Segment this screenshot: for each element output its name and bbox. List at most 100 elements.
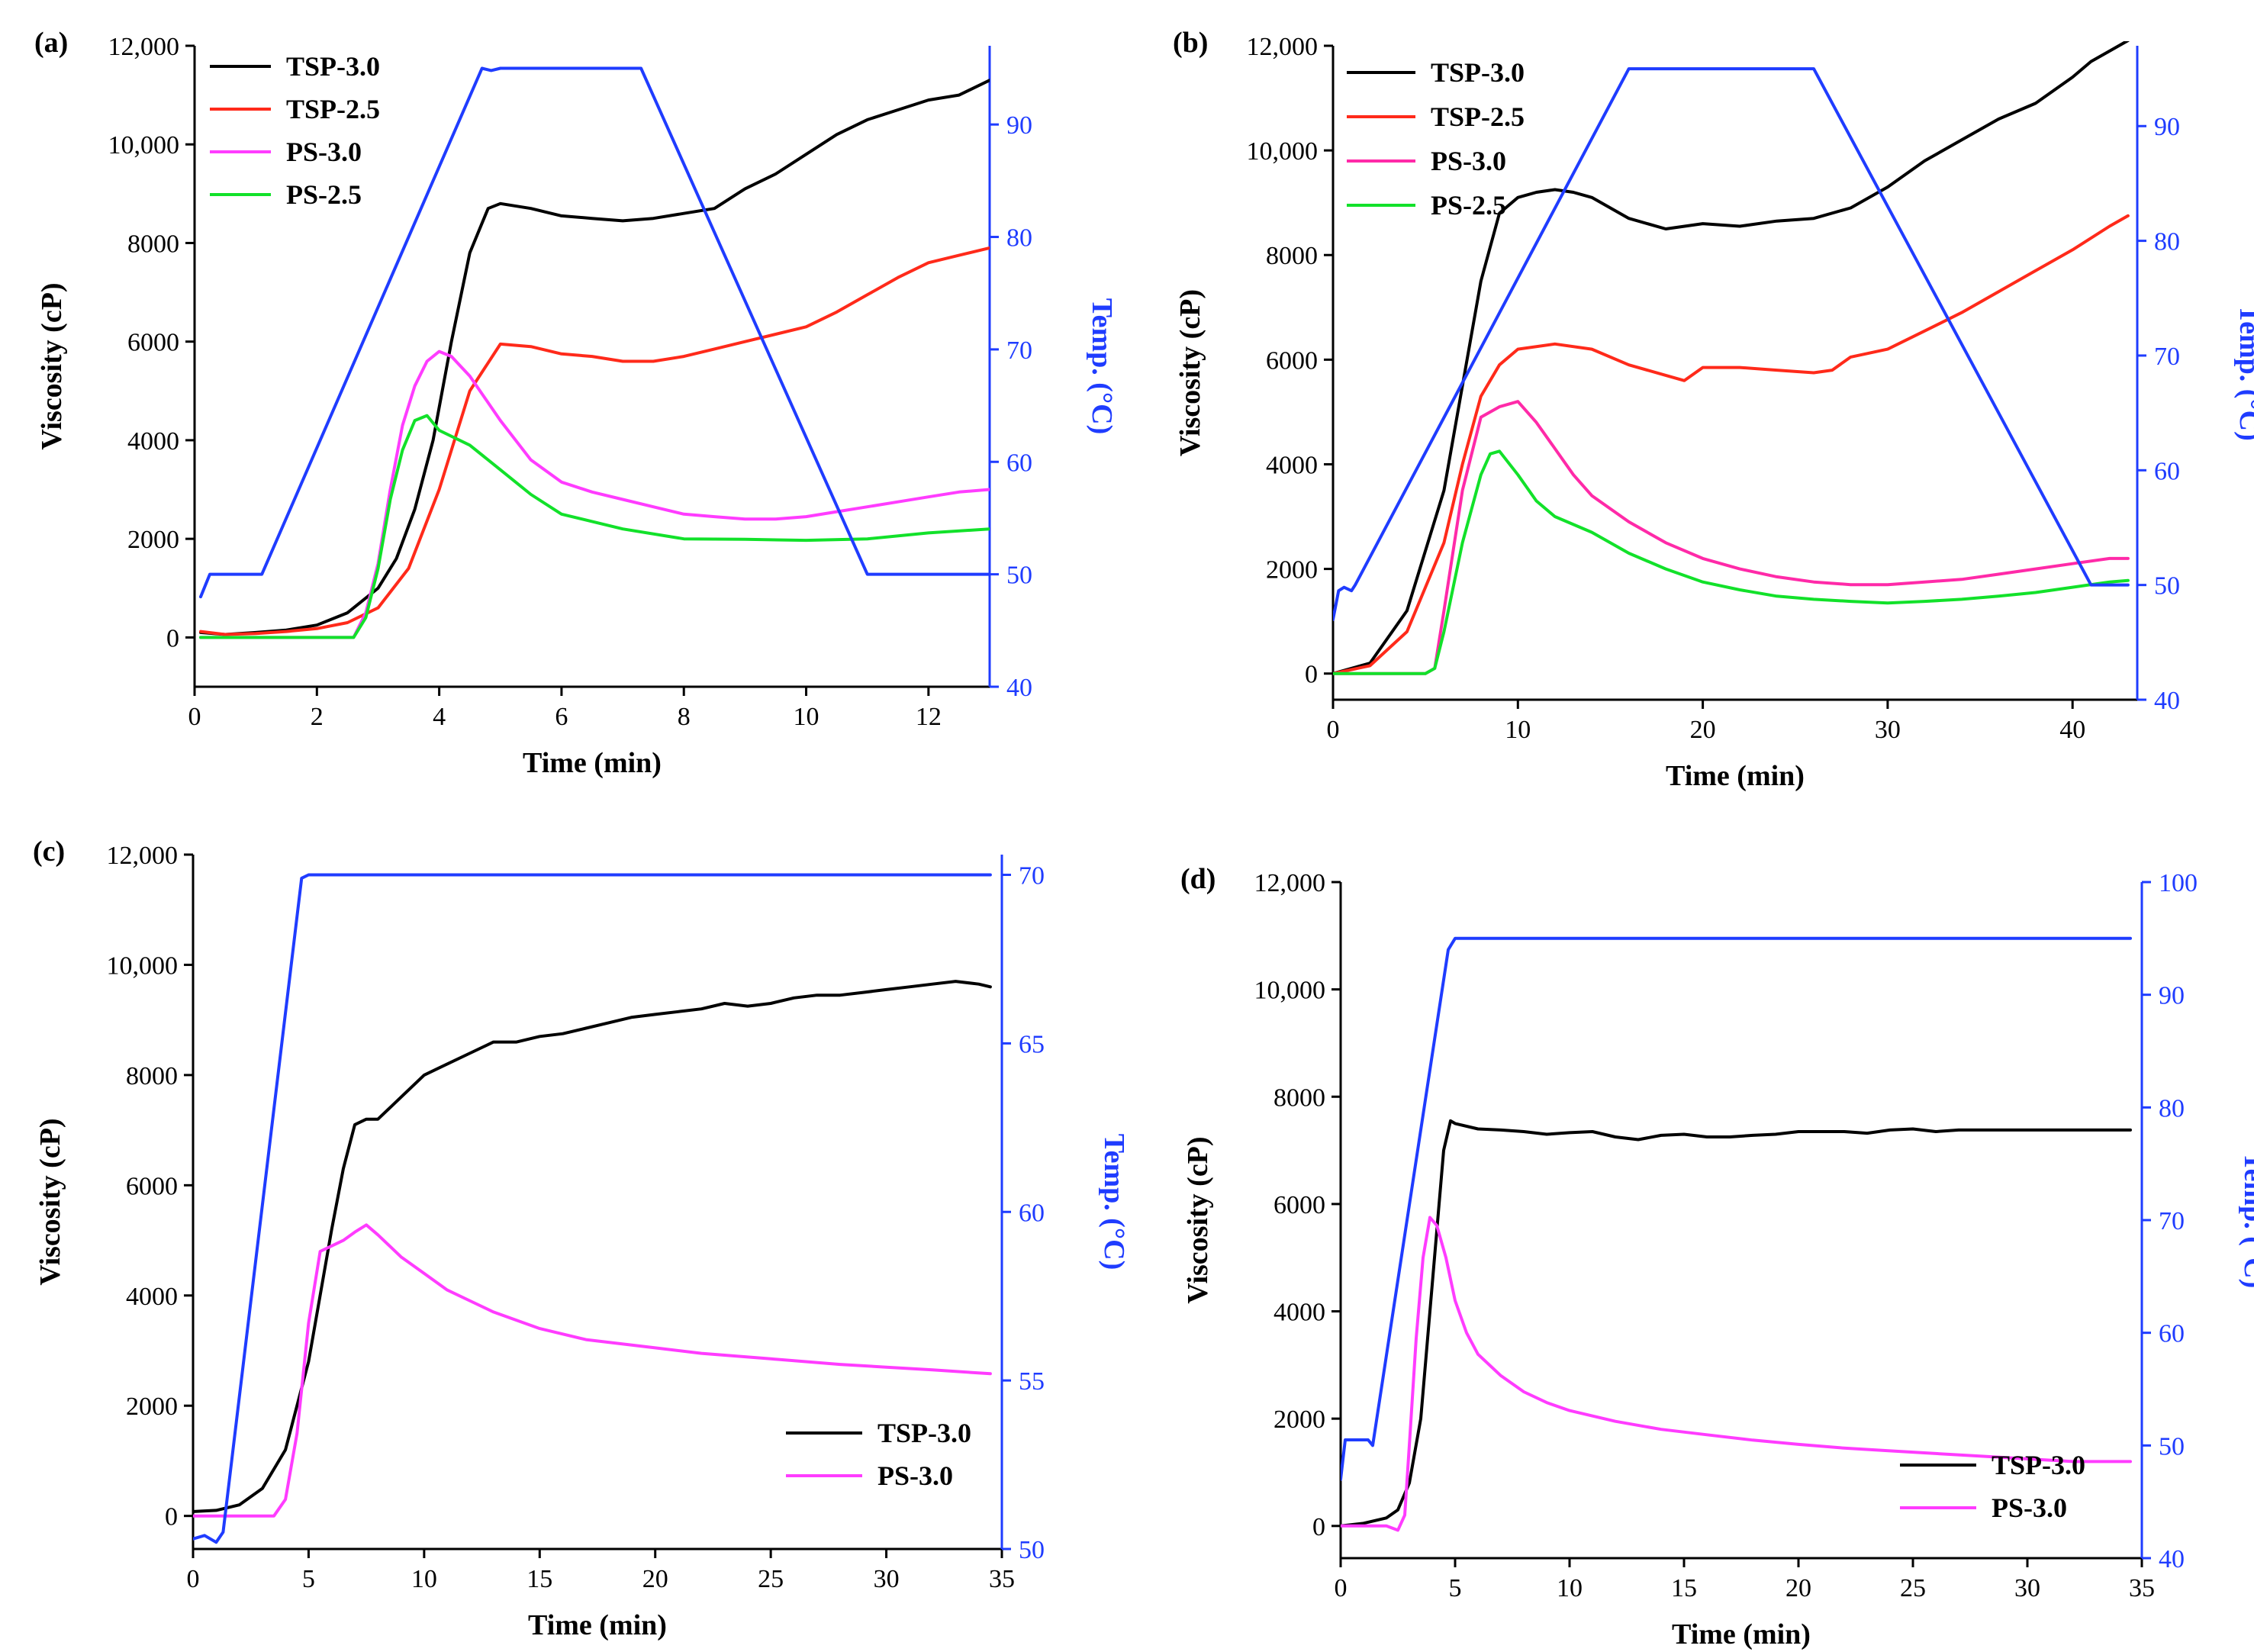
legend: TSP-3.0 TSP-2.5 PS-3.0 PS-2.5 <box>1347 57 1525 221</box>
panel-label: (a) <box>34 27 68 59</box>
y2-tick-label: 40 <box>2159 1545 2185 1573</box>
y-axis-label: Viscosity (cP) <box>1174 289 1206 456</box>
x-tick-label: 5 <box>302 1565 315 1593</box>
series-line-tsp-3-0 <box>1333 41 2130 675</box>
x-tick-label: 30 <box>874 1565 900 1593</box>
series-line-temp <box>1333 67 2130 621</box>
y2-axis-label: Temp. (°C) <box>2233 304 2254 440</box>
y2-tick-label: 70 <box>2159 1207 2185 1235</box>
panel-d: 0 5 10 15 20 25 30 35 0 2000 4000 6000 8000 10,000 12,… <box>1180 863 2254 1650</box>
y-axis-label: Viscosity (cP) <box>34 1118 66 1285</box>
y-tick-label: 10,000 <box>1247 137 1319 166</box>
series-line-tsp-3-0 <box>1341 1119 2132 1528</box>
x-tick-label: 0 <box>1327 716 1340 744</box>
y-tick-label: 2000 <box>127 526 179 554</box>
y2-tick-label: 70 <box>1006 337 1032 365</box>
x-tick-label: 20 <box>1690 716 1716 744</box>
panel-b: 0 10 20 30 40 0 2000 4000 6000 8000 10,000 12,000 40… <box>1173 27 2254 792</box>
legend-label: PS-2.5 <box>1431 190 1506 221</box>
y-tick-label: 6000 <box>1274 1191 1325 1219</box>
legend: TSP-3.0 PS-3.0 <box>786 1418 971 1491</box>
x-tick-label: 20 <box>642 1565 668 1593</box>
x-tick-label: 5 <box>1449 1574 1462 1602</box>
x-tick-label: 8 <box>678 703 691 731</box>
y2-tick-label: 40 <box>1006 674 1032 702</box>
x-tick-label: 10 <box>1505 716 1531 744</box>
panel-a: 0 2 4 6 8 10 12 0 2000 4000 6000 8000 10,000 12,000 40… <box>34 27 1118 779</box>
y-tick-label: 4000 <box>127 427 179 456</box>
y2-tick-label: 40 <box>2154 687 2180 715</box>
series-line-tsp-3-0 <box>193 980 992 1513</box>
x-tick-label: 30 <box>2014 1574 2040 1602</box>
y2-tick-label: 70 <box>1019 862 1045 890</box>
series-group <box>1333 41 2130 675</box>
x-tick-label: 20 <box>1785 1574 1811 1602</box>
x-tick-label: 15 <box>526 1565 552 1593</box>
x-axis-label: Time (min) <box>1672 1618 1811 1650</box>
y-tick-label: 6000 <box>127 329 179 357</box>
y2-tick-label: 50 <box>2159 1432 2185 1460</box>
y-tick-label: 2000 <box>126 1393 178 1421</box>
x-tick-label: 6 <box>555 703 568 731</box>
y-tick-label: 4000 <box>1274 1299 1325 1327</box>
series-group <box>199 66 990 639</box>
panel-label: (d) <box>1180 863 1216 895</box>
y-tick-label: 0 <box>165 1503 178 1531</box>
legend: TSP-3.0 PS-3.0 <box>1900 1450 2085 1523</box>
x-tick-label: 35 <box>2129 1574 2155 1602</box>
y-tick-label: 2000 <box>1266 556 1318 584</box>
legend-label: TSP-3.0 <box>1431 57 1525 88</box>
y2-axis-label: Temp. (°C) <box>2238 1152 2254 1288</box>
series-line-tsp-2-5 <box>1333 214 2130 675</box>
series-line-temp <box>193 873 992 1544</box>
y-tick-label: 12,000 <box>1254 869 1326 897</box>
y-tick-label: 8000 <box>127 230 179 258</box>
legend-label: TSP-3.0 <box>286 51 380 82</box>
series-line-tsp-3-0 <box>199 79 990 636</box>
x-tick-label: 0 <box>187 1565 200 1593</box>
panel-c: 0 5 10 15 20 25 30 35 0 2000 4000 6000 8000 10,000 12,… <box>33 836 1130 1641</box>
y2-axis-label: Temp. (°C) <box>1086 298 1118 434</box>
y2-tick-label: 50 <box>1006 562 1032 590</box>
series-line-ps-3-0 <box>193 1223 992 1518</box>
y-tick-label: 2000 <box>1274 1406 1325 1434</box>
y-tick-label: 6000 <box>126 1172 178 1200</box>
y-tick-label: 4000 <box>126 1283 178 1311</box>
y2-tick-label: 55 <box>1019 1367 1045 1396</box>
legend-label: TSP-3.0 <box>877 1418 971 1448</box>
y2-tick-label: 70 <box>2154 343 2180 371</box>
y-tick-label: 0 <box>1312 1513 1325 1541</box>
y2-tick-label: 50 <box>1019 1536 1045 1564</box>
legend-label: PS-2.5 <box>286 179 362 210</box>
y2-tick-label: 90 <box>2159 982 2185 1010</box>
x-axis-label: Time (min) <box>528 1609 667 1641</box>
y-tick-label: 0 <box>166 624 179 652</box>
series-line-ps-2-5 <box>199 414 990 639</box>
legend-label: TSP-2.5 <box>1431 101 1525 132</box>
series-line-tsp-2-5 <box>199 246 990 636</box>
x-tick-label: 35 <box>989 1565 1015 1593</box>
y2-tick-label: 50 <box>2154 572 2180 601</box>
series-group <box>193 873 992 1544</box>
y2-tick-label: 65 <box>1019 1030 1045 1058</box>
y-tick-label: 10,000 <box>108 131 180 159</box>
series-line-ps-3-0 <box>1333 400 2130 675</box>
y2-tick-label: 60 <box>2154 457 2180 485</box>
x-tick-label: 0 <box>188 703 201 731</box>
series-line-temp <box>1341 936 2132 1481</box>
panel-label: (b) <box>1173 27 1208 59</box>
x-axis-label: Time (min) <box>1666 760 1805 792</box>
legend-label: TSP-3.0 <box>1992 1450 2085 1480</box>
legend-label: PS-3.0 <box>286 137 362 167</box>
x-tick-label: 30 <box>1875 716 1901 744</box>
legend-label: TSP-2.5 <box>286 94 380 124</box>
x-tick-label: 12 <box>916 703 942 731</box>
y-axis-label: Viscosity (cP) <box>36 282 68 449</box>
y-tick-label: 10,000 <box>1254 977 1326 1005</box>
legend-label: PS-3.0 <box>1992 1493 2067 1523</box>
y2-tick-label: 80 <box>2154 228 2180 256</box>
y2-axis-label: Temp. (°C) <box>1098 1134 1130 1270</box>
y2-tick-label: 60 <box>1006 449 1032 477</box>
y-tick-label: 10,000 <box>107 952 179 980</box>
